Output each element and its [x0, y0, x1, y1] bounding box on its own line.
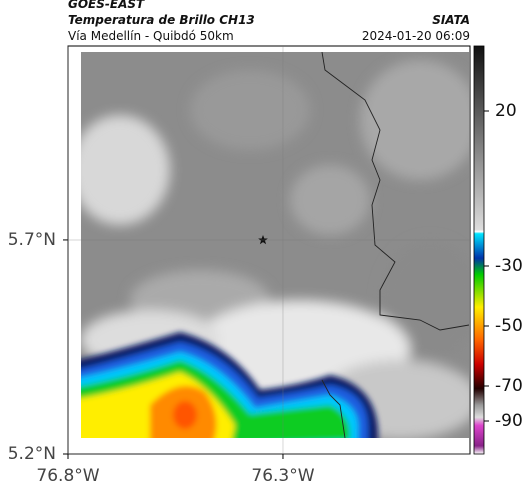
colorbar-tick-label: -30 — [495, 256, 523, 276]
agency: SIATA — [432, 13, 470, 27]
colorbar-tick-label: -70 — [495, 376, 523, 396]
source: GOES-EAST — [68, 0, 145, 11]
title: Temperatura de Brillo CH13 — [68, 13, 255, 27]
satellite-image — [81, 52, 469, 438]
lat-tick-label: 5.2°N — [8, 444, 56, 464]
colorbar — [473, 45, 485, 455]
city-marker — [258, 235, 268, 245]
lat-tick-label: 5.7°N — [8, 230, 56, 250]
colorbar-tick-label: -50 — [495, 316, 523, 336]
colorbar-tick-label: -90 — [495, 411, 523, 431]
lon-tick-label: 76.3°W — [251, 466, 314, 486]
subtitle: Vía Medellín - Quibdó 50km — [68, 29, 234, 43]
lon-tick-label: 76.8°W — [36, 466, 99, 486]
datetime: 2024-01-20 06:09 — [362, 29, 470, 43]
colorbar-tick-label: 20 — [495, 101, 517, 121]
map-frame — [67, 45, 471, 455]
